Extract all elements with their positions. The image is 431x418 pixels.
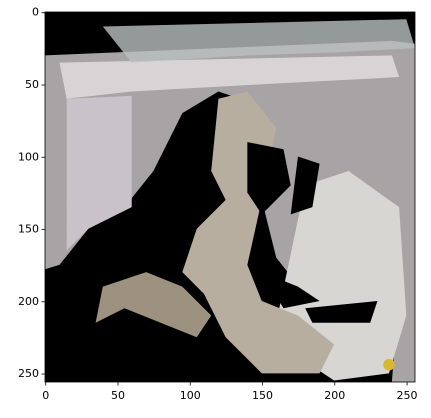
y-tick-label: 200 (18, 295, 39, 308)
x-tick-label: 50 (111, 389, 125, 402)
y-tick-label: 0 (32, 6, 39, 19)
axes-frame (44, 11, 416, 383)
y-tick-label: 150 (18, 223, 39, 236)
x-tick-label: 0 (42, 389, 49, 402)
x-tick-label: 100 (180, 389, 201, 402)
y-tick-label: 50 (25, 78, 39, 91)
x-tick-label: 250 (397, 389, 418, 402)
y-tick-label: 100 (18, 150, 39, 163)
image (45, 12, 415, 382)
x-tick-label: 200 (324, 389, 345, 402)
x-tick-label: 150 (252, 389, 273, 402)
y-tick-label: 250 (18, 367, 39, 380)
